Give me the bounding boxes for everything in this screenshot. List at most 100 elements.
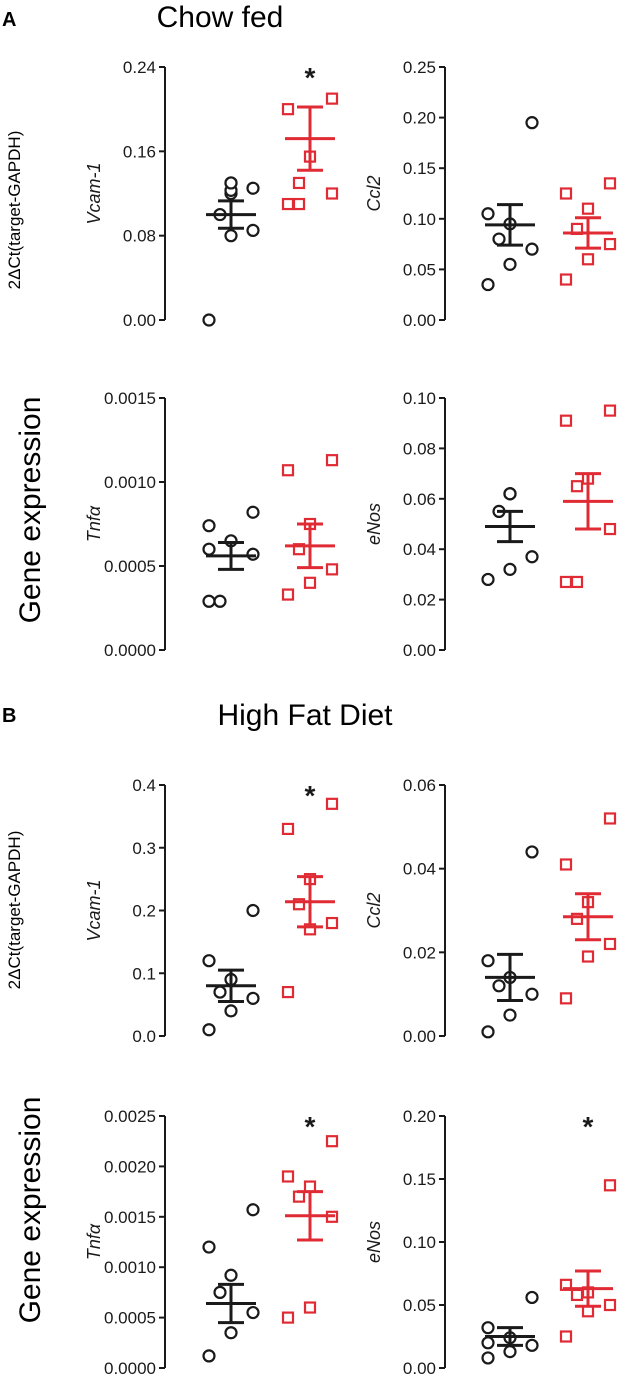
group1-point [202,954,216,968]
y-tick-label: 0.0000 [104,1359,156,1375]
group1-point [481,1321,495,1335]
y-axis-main-label-a: Gene expression [14,397,47,624]
group2-point [292,176,306,190]
y-tick-label: 0.02 [403,591,436,610]
y-tick-label: 0.0 [132,1027,156,1046]
group2-point [559,992,573,1005]
group1-point [503,562,517,576]
y-tick-label: 0.00 [403,1359,436,1375]
y-tick-label: 0.3 [132,839,156,858]
group1-point [202,519,216,533]
group2-point [292,898,306,911]
y-tick-label: 0.00 [403,1027,436,1046]
y-tick-label: 0.10 [403,210,436,229]
group2-point [292,1190,306,1203]
group2-point [281,985,295,999]
group2-point [581,1305,595,1318]
group1-point [525,845,539,859]
y-axis-sub-label-b: 2ΔCt(target-GAPDH) [5,831,24,990]
group2-point [581,202,595,215]
group1-point [503,1345,517,1359]
group1-point [224,176,238,190]
gene-label: Vcam-1 [84,162,104,224]
group1-point [224,1326,238,1340]
y-tick-label: 0.00 [123,311,156,330]
subplot-b-1: 0.00 0.02 0.04 0.06 Ccl2 [364,776,617,1046]
group1-point [525,1338,539,1352]
y-tick-label: 0.02 [403,943,436,962]
y-axis-sub-label-a: 2ΔCt(target-GAPDH) [5,131,24,290]
group2-point [325,916,339,930]
y-tick-label: 0.10 [403,1233,436,1252]
group2-point [559,414,573,427]
group2-point [603,1179,617,1192]
y-tick-label: 0.16 [123,142,156,161]
group2-point [281,1311,295,1324]
group2-point [570,480,584,493]
subplot-a-3: 0.00 0.02 0.04 0.06 0.08 0.10 eNos [364,389,617,660]
y-tick-label: 0.15 [403,1170,436,1189]
group2-point [559,858,573,871]
group1-point [202,1023,216,1037]
group2-point [603,1298,617,1312]
group2-point [570,575,584,589]
group1-point [246,991,260,1005]
group1-point [503,1008,517,1022]
gene-label: eNos [364,503,384,545]
group1-point [202,594,216,608]
group2-point [603,238,617,251]
gene-label: Tnfα [84,505,104,542]
y-tick-label: 0.0025 [104,1107,156,1126]
group2-point [559,575,573,589]
group1-point [246,903,260,918]
group1-point [525,116,539,130]
y-tick-label: 0.00 [403,311,436,330]
group1-point [492,979,506,993]
group2-point [570,912,584,925]
group2-point [559,273,573,286]
group1-point [503,257,517,271]
y-tick-label: 0.06 [403,490,436,509]
group2-point [281,588,295,601]
group2-point [559,187,573,200]
gene-label: Tnfα [84,1223,104,1260]
y-tick-label: 0.4 [132,776,156,795]
y-tick-label: 0.25 [403,58,436,77]
group2-point [570,1288,584,1302]
group2-point [281,197,295,211]
group2-point [581,950,595,963]
group2-point [559,1330,573,1343]
y-tick-label: 0.2 [132,902,156,921]
group2-point [292,197,306,211]
group1-point [246,223,260,237]
group1-point [246,181,260,195]
y-tick-label: 0.0015 [104,1208,156,1227]
group1-point [224,1268,238,1282]
group1-point [481,277,495,292]
group1-point [481,1025,495,1039]
y-tick-label: 0.20 [403,1107,436,1126]
group2-point [325,797,339,810]
y-tick-label: 0.05 [403,1296,436,1315]
y-tick-label: 0.04 [403,540,436,559]
y-tick-label: 0.0005 [104,557,156,576]
gene-label: Ccl2 [364,175,384,211]
panel-title-b: High Fat Diet [217,699,393,732]
group2-point [292,543,306,556]
y-tick-label: 0.08 [403,439,436,458]
y-tick-label: 0.0000 [104,641,156,660]
subplot-b-2: 0.0000 0.0005 0.0010 0.0015 0.0020 0.0025 Tnfα… [84,1107,339,1375]
group1-point [213,594,227,608]
y-tick-label: 0.06 [403,776,436,795]
group1-point [525,1290,539,1305]
group2-point [303,1301,317,1314]
group2-point [603,937,617,951]
group1-point [525,987,539,1001]
y-tick-label: 0.1 [132,964,156,983]
gene-label: Ccl2 [364,892,384,928]
group2-point [281,464,295,477]
group1-point [525,242,539,256]
group1-point [213,985,227,999]
panel-title-a: Chow fed [157,1,284,34]
group1-point [481,1336,495,1350]
